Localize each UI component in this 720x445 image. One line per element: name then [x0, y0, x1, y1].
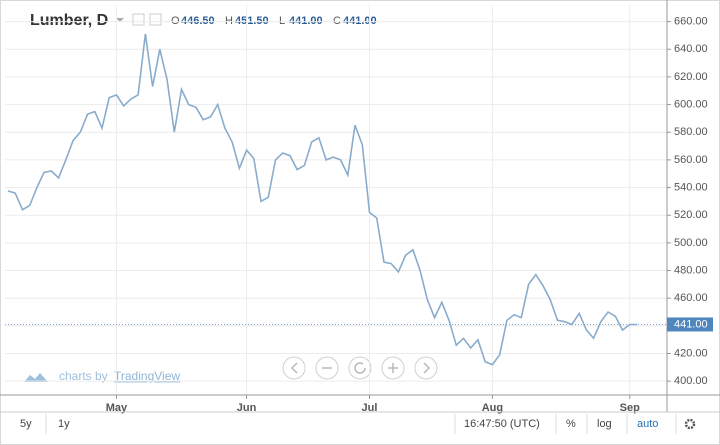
watermark-brand[interactable]: TradingView — [114, 369, 180, 383]
ohlc-key: C — [333, 15, 341, 27]
title-dropdown[interactable] — [116, 18, 124, 22]
y-tick-label: 580.00 — [674, 126, 708, 138]
reset[interactable] — [348, 356, 372, 380]
chart-title: Lumber, D — [30, 12, 108, 29]
scale-button[interactable]: log — [597, 418, 612, 430]
y-tick-label: 600.00 — [674, 98, 708, 110]
control-glyphs — [290, 362, 431, 374]
x-tick-label: May — [106, 402, 128, 414]
range-button[interactable]: 1y — [58, 418, 70, 430]
ohlc-key: O — [171, 15, 180, 27]
x-tick-label: Sep — [620, 402, 640, 414]
x-tick-label: Jul — [362, 402, 378, 414]
y-tick-label: 500.00 — [674, 237, 708, 249]
y-tick-label: 460.00 — [674, 292, 708, 304]
scale-button[interactable]: auto — [637, 418, 658, 430]
y-tick-label: 520.00 — [674, 209, 708, 221]
watermark-logo — [24, 373, 48, 382]
last-price-box — [667, 317, 713, 332]
y-tick-label: 660.00 — [674, 16, 708, 28]
ohlc-key: H — [225, 15, 233, 27]
y-tick-label: 420.00 — [674, 347, 708, 359]
range-button[interactable]: 5y — [20, 418, 32, 430]
y-tick-label: 400.00 — [674, 375, 708, 387]
ohlc-key: L — [279, 15, 285, 27]
close-button[interactable] — [149, 13, 162, 26]
scroll-right[interactable] — [414, 356, 438, 380]
scale-button[interactable]: % — [566, 418, 576, 430]
clock: 16:47:50 (UTC) — [464, 418, 540, 430]
price-line — [7, 33, 637, 366]
y-tick-label: 640.00 — [674, 43, 708, 55]
y-tick-label: 620.00 — [674, 71, 708, 83]
watermark-text: charts by — [59, 369, 108, 383]
x-tick-label: Jun — [237, 402, 257, 414]
settings-gear[interactable] — [684, 418, 696, 430]
y-tick-label: 560.00 — [674, 154, 708, 166]
ohlc-value: 441.00 — [343, 15, 377, 27]
y-tick-label: 540.00 — [674, 181, 708, 193]
ohlc-legend: O 446.50 H 451.50 L 441.00 C 441.00 — [171, 15, 377, 27]
zoom-controls — [282, 356, 438, 380]
ohlc-value: 451.50 — [235, 15, 269, 27]
settings-button[interactable] — [132, 13, 145, 26]
scroll-left[interactable] — [282, 356, 306, 380]
ohlc-value: 441.00 — [289, 15, 323, 27]
x-tick-label: Aug — [482, 402, 503, 414]
ohlc-value: 446.50 — [181, 15, 215, 27]
y-tick-label: 480.00 — [674, 264, 708, 276]
last-price-label: 441.00 — [674, 318, 708, 330]
